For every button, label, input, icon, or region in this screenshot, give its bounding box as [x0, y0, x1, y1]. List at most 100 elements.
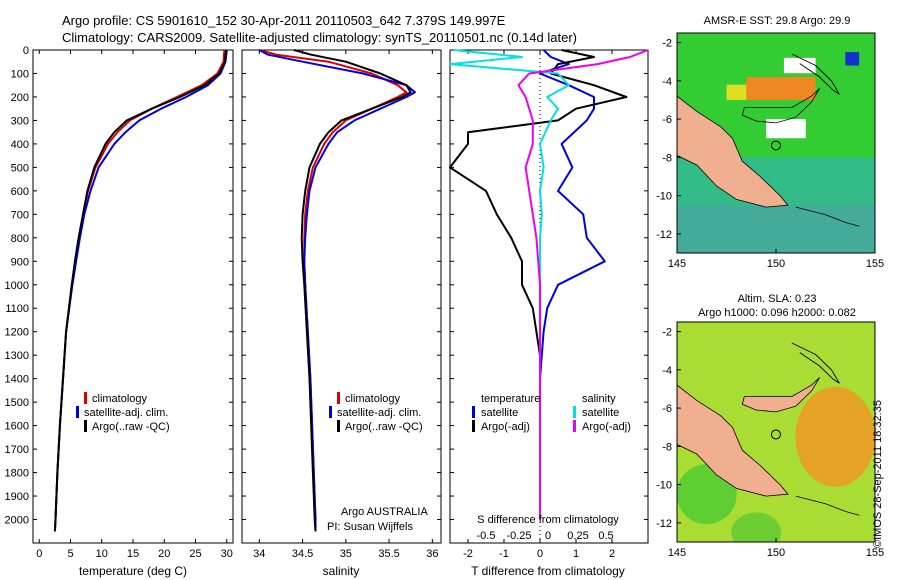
salinity-legend: climatology satellite-adj. clim. Argo(..… [329, 392, 423, 433]
legend-label-argo: Argo(..raw -QC) [345, 421, 423, 433]
map-y-tick-label: -6 [662, 403, 672, 415]
y-tick-label: 500 [11, 162, 29, 174]
difference-legend: temperature satellite Argo(-adj) salinit… [472, 393, 631, 433]
y-tick-label: 700 [11, 209, 29, 221]
salinity-diff-tick-label: 0.25 [567, 530, 588, 542]
temperature-panel-frame [32, 49, 234, 544]
map-y-tick-label: -12 [656, 518, 672, 530]
legend-label-t-satellite: satellite [481, 407, 518, 419]
difference-axes: -2 -1 0 1 2 [450, 49, 648, 560]
sst-map: -2 -4 -6 -8 -10 -12 145 150 155 [656, 32, 884, 270]
legend-label-s-satellite: satellite [582, 407, 619, 419]
x-tick-label: 2 [609, 548, 615, 560]
salinity-diff-tick-label: 0.5 [598, 530, 613, 542]
x-tick-label: 35.5 [378, 548, 399, 560]
legend-label-satellite: satellite-adj. clim. [337, 407, 421, 419]
map-y-tick-label: -2 [662, 327, 672, 339]
salinity-difference-ticks: -0.5 -0.25 0 0.25 0.5 [477, 530, 614, 542]
map-y-tick-label: -12 [656, 229, 672, 241]
map-x-tick-label: 155 [866, 547, 884, 559]
x-tick-label: 20 [158, 548, 170, 560]
legend-swatch-s-argo [573, 420, 576, 432]
y-tick-label: 1000 [5, 280, 29, 292]
sst-warm-patch [746, 77, 816, 100]
land-new-guinea [677, 95, 789, 208]
temperature-xlabel: temperature (deg C) [79, 564, 187, 578]
header-line-1: Argo profile: CS 5901610_152 30-Apr-2011… [62, 13, 506, 28]
legend-swatch-s-satellite [573, 406, 576, 418]
map-x-tick-label: 150 [767, 258, 785, 270]
legend-label-t-argo: Argo(-adj) [481, 421, 530, 433]
x-tick-label: 10 [96, 548, 108, 560]
temperature-series [53, 49, 228, 532]
x-tick-label: 34.5 [292, 548, 313, 560]
x-tick-label: -2 [463, 548, 473, 560]
y-tick-label: 1600 [5, 421, 29, 433]
x-tick-label: 15 [127, 548, 139, 560]
x-tick-label: 1 [573, 548, 579, 560]
sst-map-title: AMSR-E SST: 29.8 Argo: 29.9 [704, 15, 851, 27]
salinity-diff-tick-label: -0.5 [477, 530, 496, 542]
x-tick-label: 36 [426, 548, 438, 560]
difference-xlabel: T difference from climatology [471, 564, 625, 578]
map-y-tick-label: -2 [662, 38, 672, 50]
y-tick-label: 300 [11, 115, 29, 127]
series-line-s-argo-adj- [517, 49, 649, 520]
louisiade-islands [795, 206, 860, 227]
series-line-t-argo-adj- [449, 49, 628, 520]
y-tick-label: 200 [11, 92, 29, 104]
x-tick-label: 0 [36, 548, 42, 560]
x-tick-label: 30 [221, 548, 233, 560]
legend-label-argo: Argo(..raw -QC) [92, 421, 170, 433]
map-x-tick-label: 155 [866, 258, 884, 270]
y-tick-label: 1300 [5, 350, 29, 362]
louisiade-islands [795, 495, 860, 516]
salinity-series [258, 49, 416, 532]
sst-warm-patch [726, 84, 747, 100]
map-y-tick-label: -4 [662, 365, 672, 377]
sst-cold-pixel [845, 52, 860, 66]
legend-title-salinity: salinity [582, 393, 616, 405]
salinity-axes: 34 34.5 35 35.5 36 [242, 49, 441, 560]
legend-swatch-climatology [84, 392, 87, 404]
y-tick-label: 1100 [5, 303, 29, 315]
float-position-marker [770, 140, 781, 151]
temperature-legend: climatology satellite-adj. clim. Argo(..… [76, 392, 170, 433]
series-line-satellite-adj-clim- [53, 49, 228, 532]
y-tick-label: 0 [23, 45, 29, 57]
difference-top-xlabel: S difference from climatology [477, 514, 619, 526]
imos-timestamp: ©IMOS 28-Sep-2011 18:32:35 [872, 400, 884, 548]
sla-low-anomaly [731, 512, 782, 542]
y-tick-label: 1400 [5, 374, 29, 386]
map-y-tick-label: -4 [662, 76, 672, 88]
salinity-panel-frame [241, 49, 442, 544]
map-x-tick-label: 145 [668, 547, 686, 559]
y-tick-label: 900 [11, 256, 29, 268]
series-line-s-satellite [449, 49, 570, 520]
island-new-ireland [791, 53, 840, 95]
y-tick-label: 1500 [5, 397, 29, 409]
map-x-tick-label: 150 [767, 547, 785, 559]
difference-panel-frame [449, 49, 649, 544]
difference-series [449, 49, 649, 520]
x-tick-label: 34 [253, 548, 265, 560]
legend-swatch-satellite [76, 406, 79, 418]
temperature-axes: 0100200300400500600700800900100011001200… [5, 45, 233, 560]
y-tick-label: 1700 [5, 444, 29, 456]
x-tick-label: 0 [537, 548, 543, 560]
map-y-tick-label: -8 [662, 152, 672, 164]
argo-annotation-program: Argo AUSTRALIA [341, 506, 428, 518]
sla-low-anomaly [677, 464, 737, 525]
y-tick-label: 1900 [5, 491, 29, 503]
sst-missing-data [766, 119, 806, 139]
island-new-britain [741, 377, 820, 413]
map-y-tick-label: -6 [662, 114, 672, 126]
legend-label-climatology: climatology [345, 393, 401, 405]
y-tick-label: 1200 [5, 327, 29, 339]
map-y-tick-label: -10 [656, 480, 672, 492]
legend-label-climatology: climatology [92, 393, 148, 405]
sst-map-field [677, 33, 875, 253]
series-line-climatology [259, 49, 408, 532]
salinity-xlabel: salinity [323, 564, 360, 578]
